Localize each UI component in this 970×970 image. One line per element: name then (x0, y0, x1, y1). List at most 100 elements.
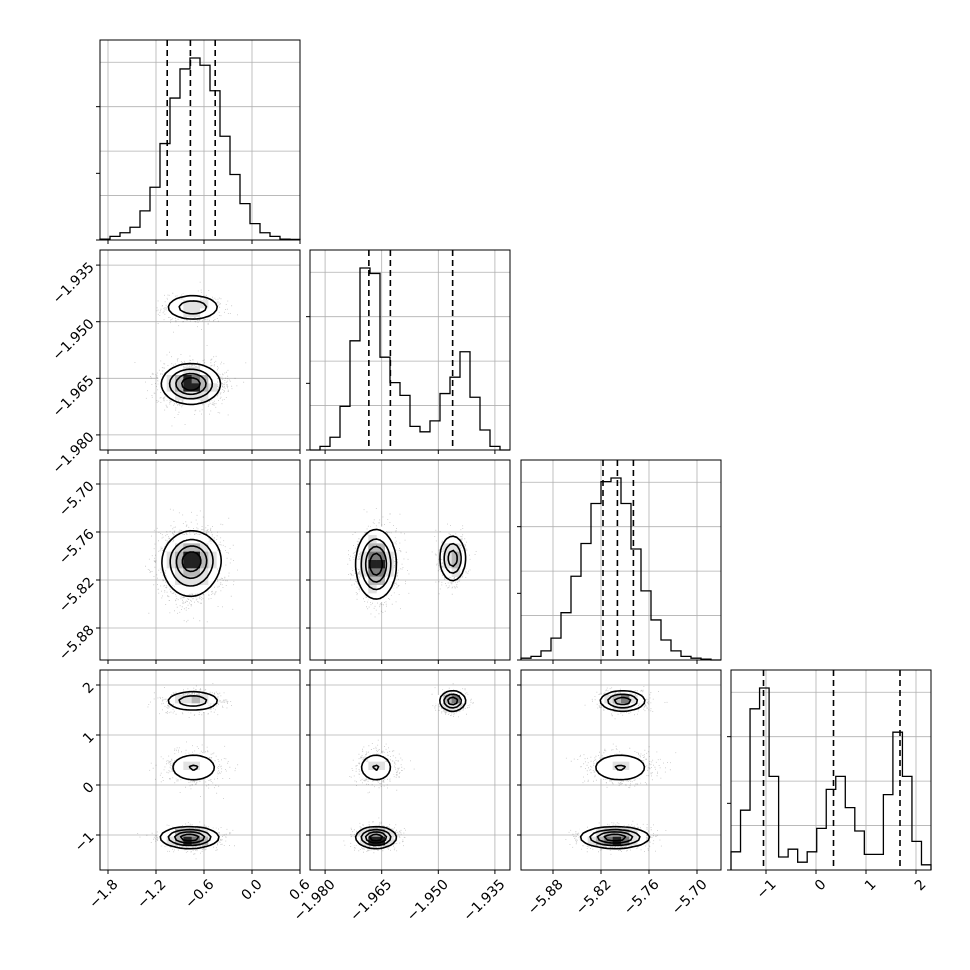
scatter-panel-1-0 (96, 249, 301, 454)
density-cell (183, 383, 192, 392)
contour-line (181, 551, 202, 573)
density-cell (629, 695, 638, 704)
density-cell (200, 568, 209, 577)
density-cell (612, 770, 622, 779)
density-cell (191, 383, 201, 392)
density-cell (191, 391, 201, 401)
density-cell (376, 576, 386, 586)
density-cell (443, 560, 452, 569)
histogram-step-line (99, 57, 301, 241)
density-cell (200, 703, 209, 712)
density-cell (385, 770, 394, 779)
density-cell (604, 703, 613, 712)
panel-background (100, 250, 300, 450)
density-cell (175, 308, 184, 317)
histogram-step-line (310, 267, 510, 451)
contour-line (159, 690, 220, 850)
density-cell (360, 836, 369, 846)
panel-frame (99, 39, 301, 241)
density-cell (637, 695, 647, 704)
density-cell (191, 585, 201, 594)
x-tick-label: −1.950 (404, 877, 452, 925)
histogram-panel-1 (306, 249, 511, 454)
density-cell (200, 560, 209, 569)
panel-content (310, 670, 510, 870)
density-cell (621, 770, 630, 779)
density-cell (376, 535, 386, 544)
density-cell (460, 695, 469, 704)
density-cell (200, 308, 209, 317)
density-cell (175, 300, 184, 309)
density-cell (637, 770, 647, 779)
density-cell (629, 761, 638, 771)
density-cell (183, 543, 192, 552)
contour-line (181, 377, 201, 392)
density-cell (191, 576, 201, 586)
density-cell (175, 753, 184, 762)
density-cell (208, 576, 217, 586)
density-cell (637, 828, 647, 837)
density-cell (208, 300, 217, 309)
density-cell (208, 770, 217, 779)
contour-line (360, 693, 463, 847)
x-tick-label: −1.2 (134, 877, 169, 912)
density-cell (191, 753, 201, 762)
density-cell (376, 568, 386, 577)
density-cell (166, 391, 176, 401)
y-tick-label: 1 (80, 729, 98, 747)
density-cell (376, 753, 386, 762)
density-cell (208, 836, 217, 846)
density-cell (200, 535, 209, 544)
density-cell (191, 551, 201, 561)
density-cell (604, 770, 613, 779)
contour-line (603, 833, 627, 842)
density-cell (166, 543, 176, 552)
histogram-panel-2 (517, 459, 722, 664)
density-cell (175, 535, 184, 544)
density-cell (166, 828, 176, 837)
x-tick-label: −0.6 (182, 877, 217, 912)
contour-line (168, 300, 214, 400)
density-cell (208, 391, 217, 401)
density-cell (175, 560, 184, 569)
contour-line (579, 690, 651, 850)
x-tick-label: −1.965 (347, 877, 395, 925)
contour-line (169, 538, 214, 587)
density-cell (183, 585, 192, 594)
histogram-panel-0 (96, 39, 301, 244)
panel-background (731, 670, 931, 870)
density-cell (360, 560, 369, 569)
y-tick-label: 0 (80, 779, 98, 797)
density-cell (587, 828, 597, 837)
contour-line (173, 831, 206, 844)
contour-line (175, 545, 208, 580)
contour-line (368, 552, 383, 576)
density-cell (385, 576, 394, 586)
density-cell (175, 703, 184, 712)
density-cell (208, 308, 217, 317)
contour-line (360, 538, 462, 591)
density-cell (183, 753, 192, 762)
panel-frame (309, 669, 511, 871)
y-tick-label: −1 (72, 829, 98, 855)
density-cell (368, 753, 377, 762)
panel-frame (99, 249, 301, 451)
density-cell (183, 703, 192, 712)
density-cell (191, 300, 201, 309)
density-cell (208, 695, 217, 704)
density-cell (443, 568, 452, 577)
contour-line (364, 545, 458, 583)
contour-line (167, 695, 212, 847)
y-tick-label: −1.965 (50, 373, 98, 421)
density-cell (385, 543, 394, 552)
density-cell (183, 770, 192, 779)
histogram-step-line (520, 477, 721, 661)
density-cell (385, 828, 394, 837)
density-cell (368, 593, 377, 602)
density-cell (208, 375, 217, 384)
density-cell (200, 585, 209, 594)
density-cell (175, 543, 184, 552)
contour-line (354, 528, 467, 600)
density-cell (629, 703, 638, 712)
density-cell (451, 543, 461, 552)
